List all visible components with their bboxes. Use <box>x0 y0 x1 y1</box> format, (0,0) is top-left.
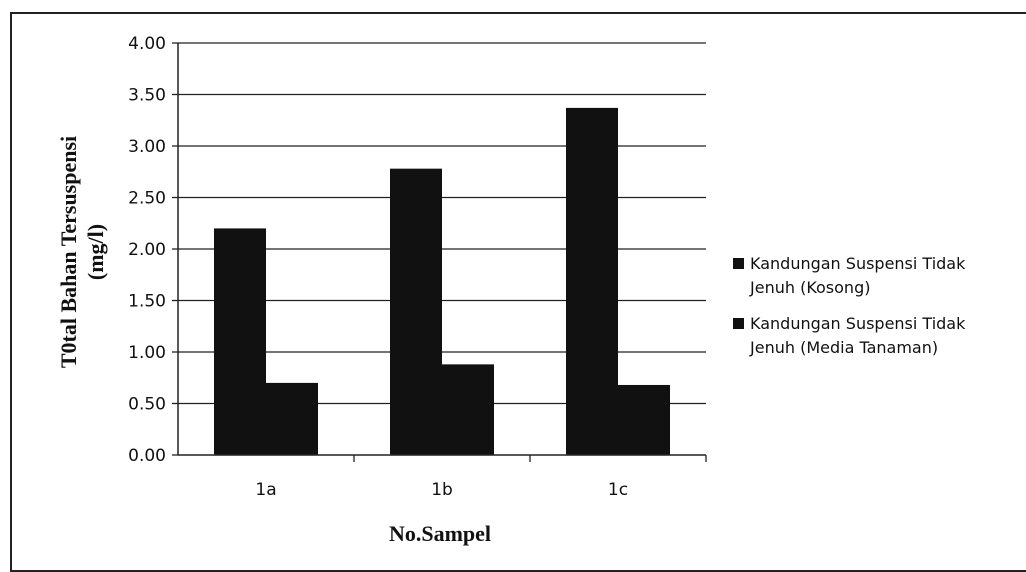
legend-label-2-line-1: Kandungan Suspensi Tidak <box>750 314 966 333</box>
y-axis-title: T0tal Bahan Tersuspensi (mg/l) <box>56 136 108 368</box>
y-tick-label: 0.50 <box>128 395 166 415</box>
x-tick-label: 1c <box>608 480 628 500</box>
bar-1b-series-2 <box>442 364 494 455</box>
legend-item-2: Kandungan Suspensi Tidak Jenuh (Media Ta… <box>733 314 966 357</box>
bar-1b-series-1 <box>390 168 442 455</box>
y-tick-label: 3.00 <box>128 137 166 157</box>
y-tick-label: 1.50 <box>128 292 166 312</box>
legend-label-2-line-2: Jenuh (Media Tanaman) <box>749 338 938 357</box>
legend-label-1-line-1: Kandungan Suspensi Tidak <box>750 254 966 273</box>
legend: Kandungan Suspensi Tidak Jenuh (Kosong) … <box>733 254 966 357</box>
x-tick-label: 1a <box>255 480 276 500</box>
x-axis-title: No.Sampel <box>389 521 491 546</box>
bar-1c-series-1 <box>566 107 618 455</box>
y-tick-label: 0.00 <box>128 446 166 466</box>
axes <box>172 42 707 462</box>
bar-1c-series-2 <box>618 384 670 455</box>
y-tick-labels: 0.00 0.50 1.00 1.50 2.00 2.50 3.00 3.50 4.00 <box>128 34 166 466</box>
y-tick-label: 2.50 <box>128 189 166 209</box>
bar-chart: 0.000.501.001.502.002.503.003.504.00 1a 1… <box>56 34 966 546</box>
legend-label-1-line-2: Jenuh (Kosong) <box>749 278 870 297</box>
bar-1a-series-1 <box>214 228 266 455</box>
legend-swatch-2 <box>733 318 744 329</box>
legend-swatch-1 <box>733 258 744 269</box>
y-tick-label: 4.00 <box>128 34 166 54</box>
y-tick-label: 1.00 <box>128 343 166 363</box>
y-axis-title-line-2: (mg/l) <box>83 224 108 280</box>
y-axis-title-line-1: T0tal Bahan Tersuspensi <box>56 136 81 368</box>
x-tick-labels: 1a 1b 1c <box>255 480 628 500</box>
y-tick-label: 2.00 <box>128 240 166 260</box>
x-tick-label: 1b <box>431 480 453 500</box>
y-tick-label: 3.50 <box>128 86 166 106</box>
bars <box>214 107 670 455</box>
bar-1a-series-2 <box>266 382 318 455</box>
legend-item-1: Kandungan Suspensi Tidak Jenuh (Kosong) <box>733 254 966 297</box>
